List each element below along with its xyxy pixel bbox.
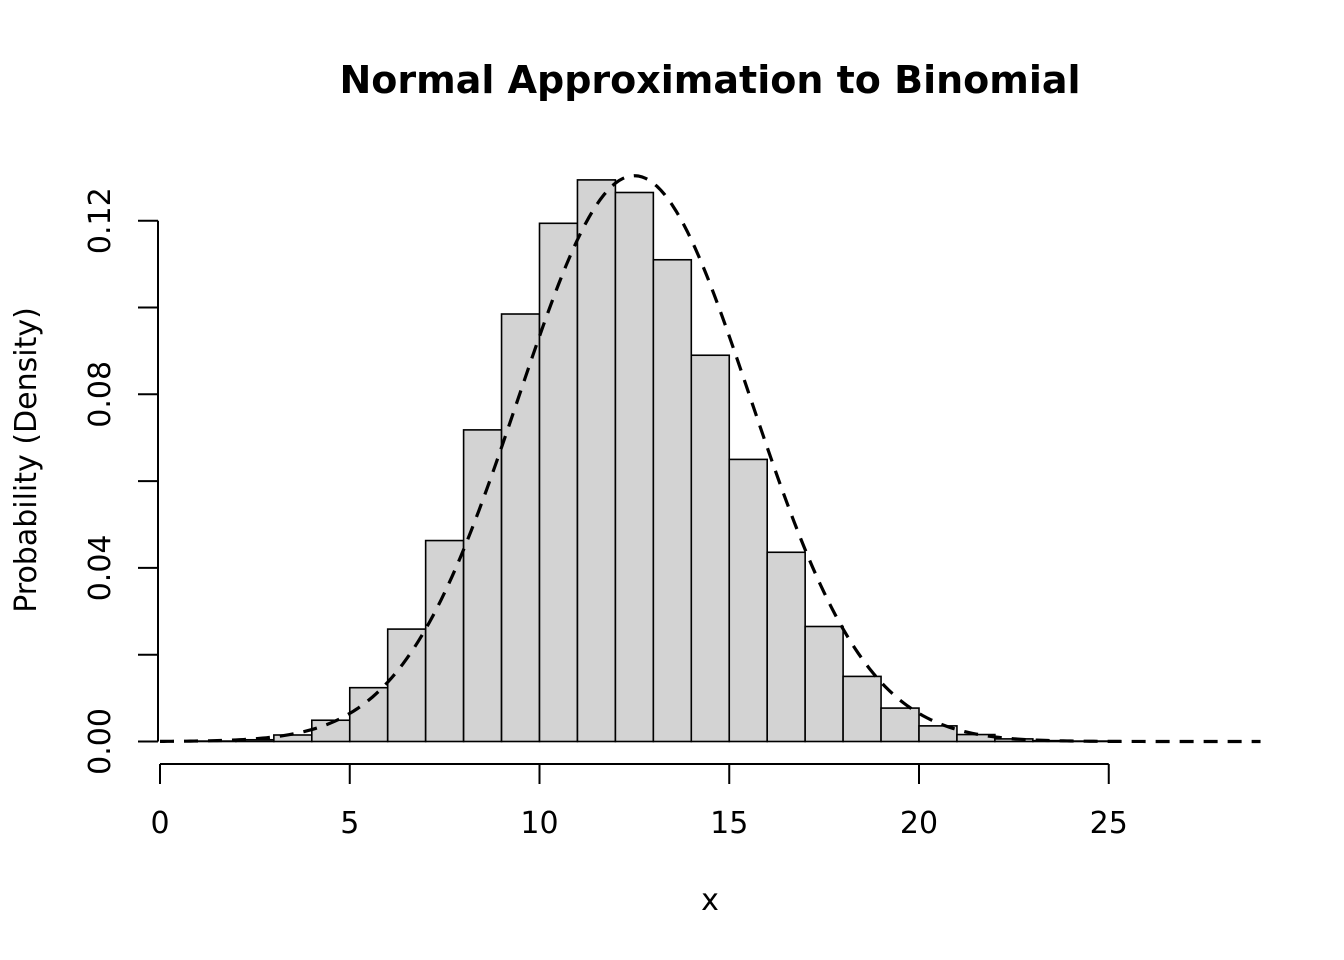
histogram-bar-3 — [273, 734, 313, 743]
x-tick-label: 20 — [900, 806, 938, 841]
x-axis-label: x — [701, 883, 719, 918]
histogram-bar-7 — [424, 539, 465, 743]
x-tick-label: 25 — [1090, 806, 1128, 841]
y-tick-label: 0.04 — [83, 535, 118, 602]
histogram-bar-6 — [386, 628, 427, 743]
histogram-bar-12 — [614, 191, 655, 743]
histogram-bar-20 — [918, 725, 958, 743]
x-tick-label: 0 — [150, 806, 169, 841]
histogram-bar-13 — [652, 258, 693, 743]
histogram-bar-10 — [538, 222, 579, 743]
y-tick-label: 0.00 — [83, 708, 118, 775]
x-axis: 0 5 10 15 20 25 — [150, 763, 1128, 841]
histogram-bar-15 — [728, 458, 769, 743]
x-tick-label: 15 — [710, 806, 748, 841]
y-axis-label: Probability (Density) — [9, 307, 44, 613]
histogram-bar-19 — [880, 707, 920, 743]
histogram-bar-16 — [766, 551, 806, 743]
histogram-bar-17 — [804, 625, 844, 743]
y-tick-label: 0.12 — [83, 187, 118, 254]
histogram-bar-8 — [462, 429, 503, 743]
histogram-bar-18 — [842, 675, 882, 743]
chart-title: Normal Approximation to Binomial — [339, 58, 1080, 102]
y-axis: 0.00 0.04 0.08 0.12 — [83, 187, 159, 775]
bars-group — [197, 179, 1110, 743]
histogram-bar-5 — [348, 686, 389, 743]
x-tick-label: 5 — [340, 806, 359, 841]
y-tick-label: 0.08 — [83, 361, 118, 428]
x-tick-label: 10 — [520, 806, 558, 841]
histogram-bar-14 — [690, 354, 731, 743]
histogram-bar-9 — [500, 313, 541, 743]
histogram-bar-11 — [576, 179, 617, 743]
